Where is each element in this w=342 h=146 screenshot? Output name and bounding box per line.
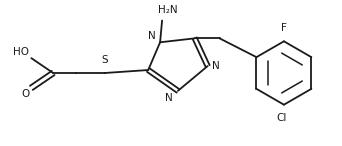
Text: Cl: Cl xyxy=(277,113,287,123)
Text: S: S xyxy=(101,55,108,65)
Text: N: N xyxy=(212,61,219,71)
Text: N: N xyxy=(148,31,156,41)
Text: O: O xyxy=(21,89,29,99)
Text: H₂N: H₂N xyxy=(158,5,178,15)
Text: F: F xyxy=(281,23,287,33)
Text: N: N xyxy=(165,93,173,103)
Text: HO: HO xyxy=(13,47,29,57)
